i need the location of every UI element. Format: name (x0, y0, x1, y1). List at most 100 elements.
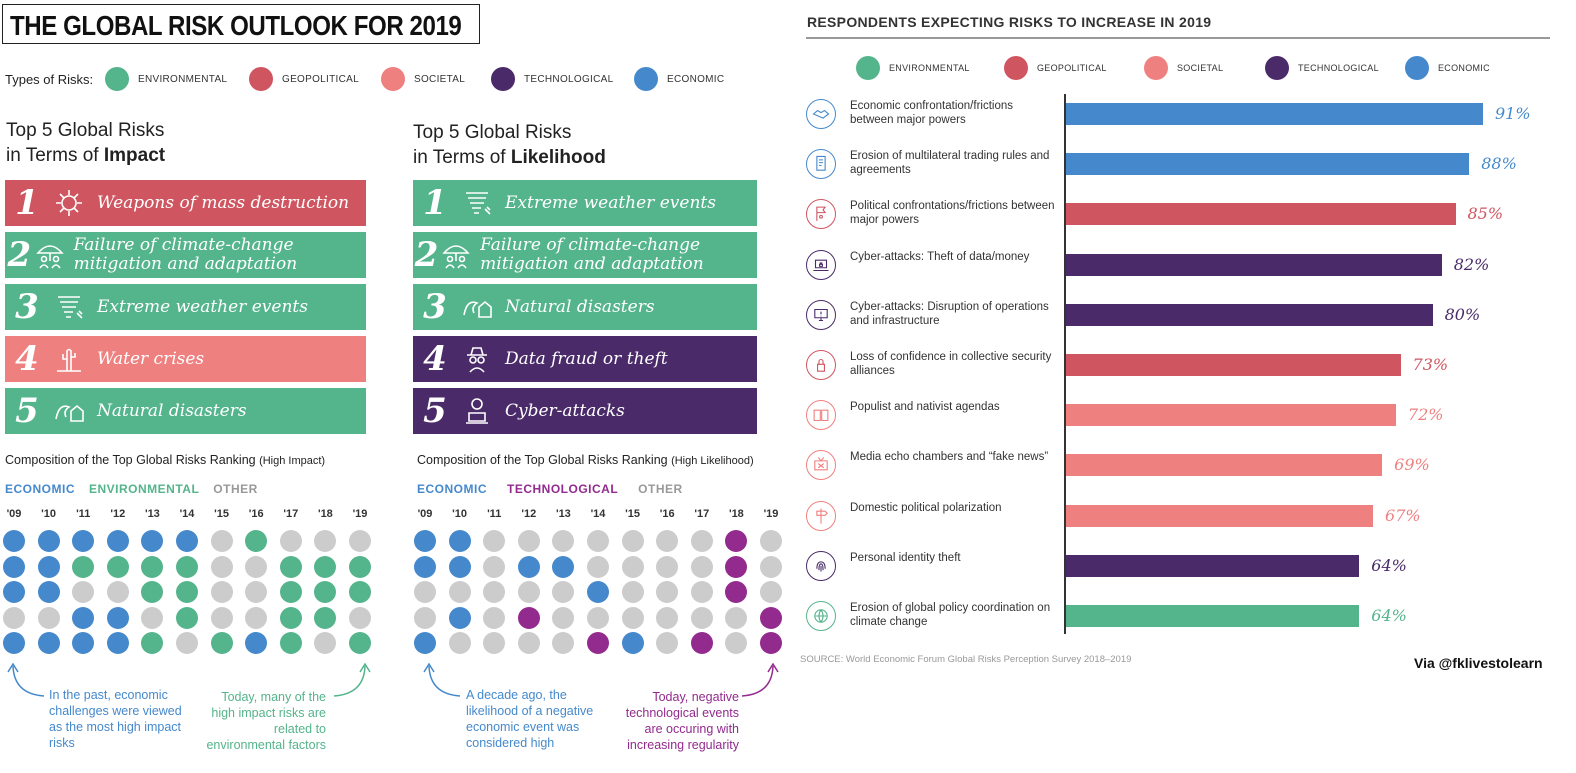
risk-dot (725, 530, 748, 552)
type-legend-technological: TECHNOLOGICAL (491, 66, 613, 92)
risk-dot (483, 632, 506, 654)
risk-label: Natural disasters (97, 400, 247, 421)
legend-technological: TECHNOLOGICAL (507, 482, 619, 496)
risk-dot (414, 581, 436, 603)
risk-dot (725, 632, 748, 654)
geopolitical-dot (249, 67, 273, 91)
bar-7 (1066, 404, 1396, 427)
umbrella-people-icon (440, 237, 472, 273)
bar-category-label: Erosion of multilateral trading rules an… (850, 150, 1050, 177)
risk-dot (656, 581, 679, 603)
risk-dot (621, 632, 644, 654)
risk-row-3: 3 Extreme weather events (5, 284, 366, 330)
bar-10 (1066, 554, 1360, 577)
technological-dot (1265, 56, 1289, 80)
risk-rank: 3 (423, 287, 447, 327)
risk-dot (414, 632, 436, 654)
via-credit: Via @fklivestolearn (1414, 655, 1543, 671)
risk-dot (314, 530, 337, 552)
increase-legend-label: GEOPOLITICAL (1037, 63, 1107, 73)
bar-value-label: 80% (1444, 304, 1481, 324)
bar-2 (1066, 153, 1470, 176)
risk-dot (314, 632, 337, 654)
risk-label: Water crises (97, 348, 205, 369)
bar-value-label: 69% (1394, 455, 1430, 475)
risk-dot (349, 606, 371, 629)
risk-dot (210, 555, 233, 578)
bar-value-label: 85% (1467, 204, 1504, 224)
geopolitical-dot (1004, 56, 1028, 80)
increase-heading-rule (806, 37, 1550, 39)
bar-category-label: Political confrontations/frictions betwe… (850, 200, 1055, 227)
bar-category-label: Cyber-attacks: Disruption of operations … (850, 300, 1049, 327)
risk-dot (587, 606, 609, 629)
year-label: '10 (41, 508, 57, 520)
risk-dot (106, 530, 129, 552)
wave-house-icon (49, 393, 89, 429)
risk-dot (141, 632, 164, 654)
risk-dot (656, 606, 679, 629)
year-label: '17 (283, 508, 299, 520)
comp-impact-title: Composition of the Top Global Risks Rank… (5, 453, 326, 467)
risk-dot (760, 581, 782, 603)
increase-legend-label: SOCIETAL (1177, 63, 1224, 73)
bar-category-label: Economic confrontation/frictions between… (850, 100, 1013, 126)
environmental-dot (856, 56, 880, 80)
year-label: '14 (179, 508, 195, 520)
bar-value-label: 91% (1495, 104, 1531, 123)
globe-icon (806, 601, 836, 631)
year-label: '19 (352, 508, 368, 520)
risk-dot (349, 530, 371, 552)
type-legend-label: ENVIRONMENTAL (138, 73, 228, 85)
risk-dot (690, 530, 713, 552)
risk-label: Failure of climate-change mitigation and… (480, 235, 704, 274)
impact-heading-line2: in Terms of Impact (6, 145, 166, 166)
year-label: '10 (452, 508, 468, 520)
increase-legend-label: ENVIRONMENTAL (889, 63, 970, 73)
risk-dot (210, 632, 233, 654)
year-label: '18 (317, 508, 333, 520)
risk-dot (621, 606, 644, 629)
risk-label: Extreme weather events (97, 296, 308, 317)
likelihood-heading-line1: Top 5 Global Risks (413, 122, 572, 143)
risk-dot (3, 530, 25, 552)
risk-dot (106, 555, 129, 578)
risk-dot (483, 581, 506, 603)
risk-dot (552, 530, 575, 552)
explosion-icon (49, 185, 89, 221)
padlock-icon (806, 350, 836, 380)
environmental-dot (105, 67, 129, 91)
risk-dot (483, 606, 506, 629)
risk-dot (552, 606, 575, 629)
bar-4 (1066, 253, 1442, 276)
comp-impact-arrow-right (333, 662, 371, 697)
risk-dot (725, 555, 748, 578)
comp-likelihood-grid: '09 '10 '11 '12 '13 '14 '15 '16 '17 '18 '19 (411, 508, 791, 658)
risk-dot (656, 530, 679, 552)
increase-legend-label: TECHNOLOGICAL (1298, 63, 1379, 73)
year-label: '15 (625, 508, 641, 520)
bar-category-label: Media echo chambers and “fake news” (850, 451, 1049, 464)
increase-legend-societal: SOCIETAL (1144, 55, 1223, 81)
risk-dot (37, 530, 60, 552)
bar-value-label: 67% (1385, 505, 1421, 525)
year-label: '15 (214, 508, 230, 520)
tornado-icon (457, 185, 497, 221)
bar-6 (1066, 354, 1401, 376)
bar-value-label: 73% (1412, 355, 1449, 374)
societal-dot (1144, 56, 1168, 80)
impact-heading: Top 5 Global Risks in Terms of Impact (6, 118, 165, 168)
risk-dot (245, 606, 268, 629)
risk-dot (760, 555, 782, 578)
risk-dot (690, 581, 713, 603)
increase-legend-technological: TECHNOLOGICAL (1265, 55, 1379, 81)
legend-other: OTHER (638, 482, 683, 496)
risk-dot (314, 606, 337, 629)
risk-dot (690, 555, 713, 578)
comp-impact-grid: '09 '10 '11 '12 '13 '14 '15 '16 '17 '18 '19 (0, 508, 380, 658)
year-label: '12 (521, 508, 537, 520)
risk-dot (72, 632, 95, 654)
risk-dot (176, 530, 198, 552)
societal-dot (381, 67, 405, 91)
risk-dot (448, 530, 471, 552)
